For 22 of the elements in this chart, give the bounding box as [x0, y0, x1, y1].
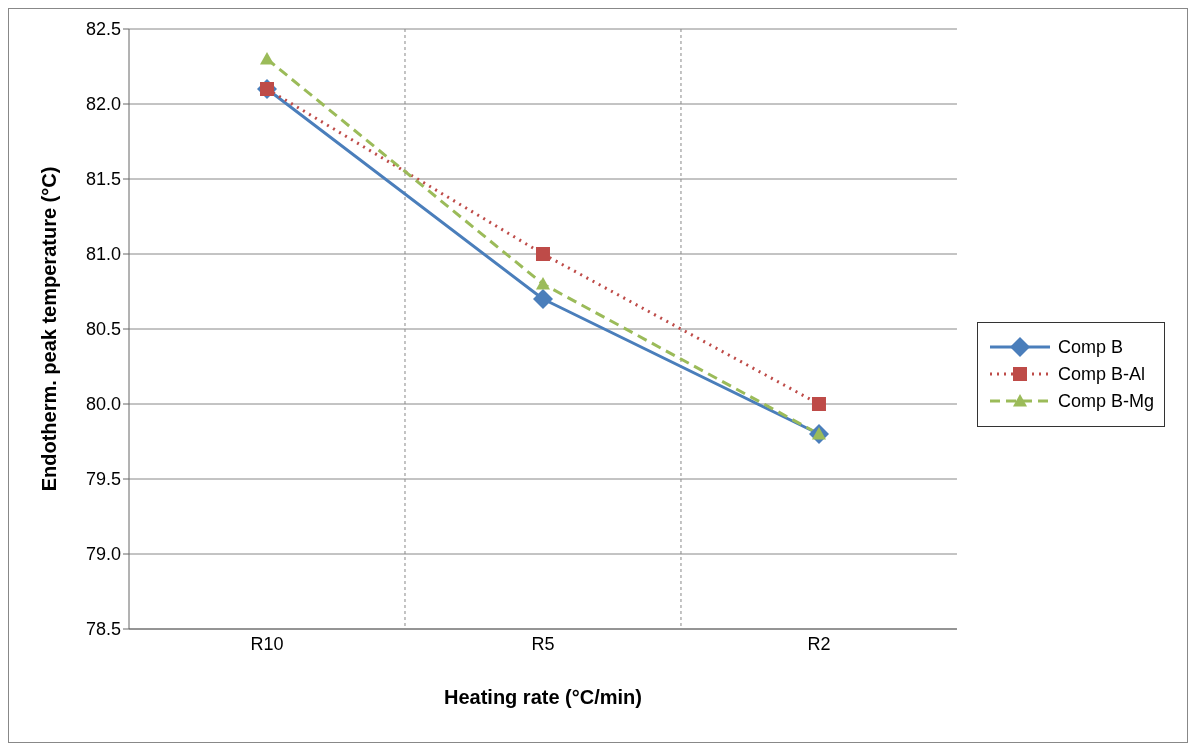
legend-label: Comp B-Al	[1057, 363, 1145, 385]
y-tick-label: 82.0	[85, 94, 121, 115]
y-tick-label: 79.0	[85, 544, 121, 565]
point	[535, 277, 550, 290]
legend-label: Comp B-Mg	[1057, 390, 1154, 412]
point	[259, 52, 274, 65]
x-tick-label: R2	[807, 633, 831, 654]
y-tick-label: 80.5	[85, 319, 121, 340]
y-tick-label: 82.5	[85, 19, 121, 40]
y-axis-title: Endotherm. peak temperature (°C)	[38, 166, 61, 492]
point	[532, 289, 553, 309]
x-tick-label: R10	[250, 633, 284, 654]
y-tick-label: 79.5	[85, 469, 121, 490]
legend-label: Comp B	[1057, 336, 1123, 358]
x-axis-title: Heating rate (°C/min)	[443, 686, 642, 708]
y-tick-label: 80.0	[85, 394, 121, 415]
point	[811, 397, 826, 411]
y-tick-label: 81.5	[85, 169, 121, 190]
y-tick-label: 78.5	[85, 619, 121, 640]
x-tick-label: R5	[531, 633, 555, 654]
y-tick-label: 81.0	[85, 244, 121, 265]
point	[535, 247, 550, 261]
